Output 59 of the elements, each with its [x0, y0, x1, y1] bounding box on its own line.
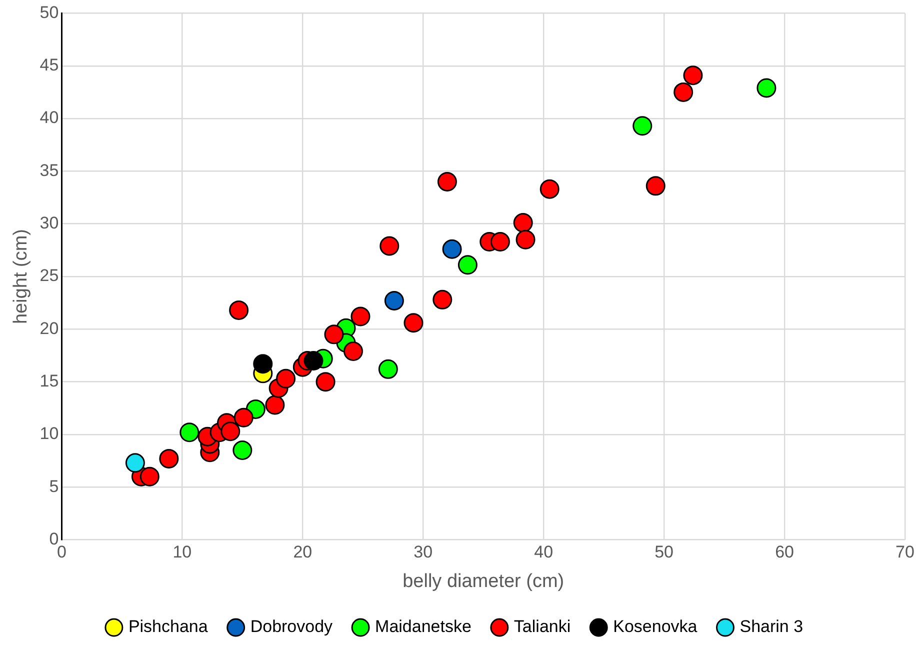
y-tick-label: 10: [40, 424, 59, 444]
x-axis-title: belly diameter (cm): [402, 570, 564, 592]
point: [324, 324, 344, 344]
x-tick-label: 20: [293, 542, 312, 562]
legend-label: Pishchana: [128, 617, 208, 636]
legend-label: Talianki: [514, 617, 571, 636]
point: [253, 354, 273, 374]
y-axis-title: height (cm): [10, 228, 32, 324]
point: [384, 290, 404, 310]
point: [540, 179, 560, 199]
y-tick-label: 35: [40, 160, 59, 180]
y-tick-label: 40: [40, 108, 59, 128]
y-tick-label: 25: [40, 266, 59, 286]
point: [683, 66, 703, 86]
point: [232, 440, 252, 460]
point: [276, 368, 296, 388]
legend-label: Dobrovody: [250, 617, 334, 636]
y-tick-label: 45: [40, 56, 59, 75]
x-tick-label: 40: [534, 542, 554, 562]
x-tick-label: 30: [414, 542, 433, 562]
x-tick-label: 60: [775, 542, 794, 562]
point: [316, 372, 336, 392]
y-tick-label: 30: [40, 214, 59, 233]
point: [378, 359, 398, 379]
legend-label: Maidanetske: [375, 617, 472, 636]
point: [674, 82, 694, 102]
point: [513, 213, 533, 233]
y-tick-label: 20: [40, 318, 59, 338]
point: [234, 408, 254, 428]
point: [265, 395, 285, 415]
point: [159, 448, 179, 468]
y-tick-label: 15: [40, 372, 59, 391]
x-tick-label: 70: [896, 542, 914, 562]
point: [343, 342, 363, 362]
legend-label: Sharin 3: [740, 617, 804, 636]
point: [490, 232, 510, 252]
x-tick-label: 10: [172, 542, 192, 562]
point: [229, 300, 249, 320]
point: [432, 290, 452, 310]
point: [632, 116, 652, 136]
point: [442, 239, 462, 259]
y-tick-label: 5: [49, 476, 59, 496]
point: [380, 236, 400, 256]
y-tick-label: 0: [49, 529, 59, 548]
point: [220, 422, 240, 442]
point: [180, 422, 200, 442]
point: [437, 172, 457, 192]
point: [140, 466, 160, 486]
point: [125, 453, 145, 473]
point: [404, 313, 424, 333]
point: [350, 306, 370, 326]
point: [516, 230, 536, 250]
point: [304, 351, 324, 371]
point: [458, 255, 478, 275]
point: [646, 176, 666, 196]
legend-label: Kosenovka: [613, 617, 698, 636]
x-tick-label: 50: [654, 542, 674, 562]
y-tick-label: 50: [40, 2, 59, 22]
point: [756, 78, 776, 98]
